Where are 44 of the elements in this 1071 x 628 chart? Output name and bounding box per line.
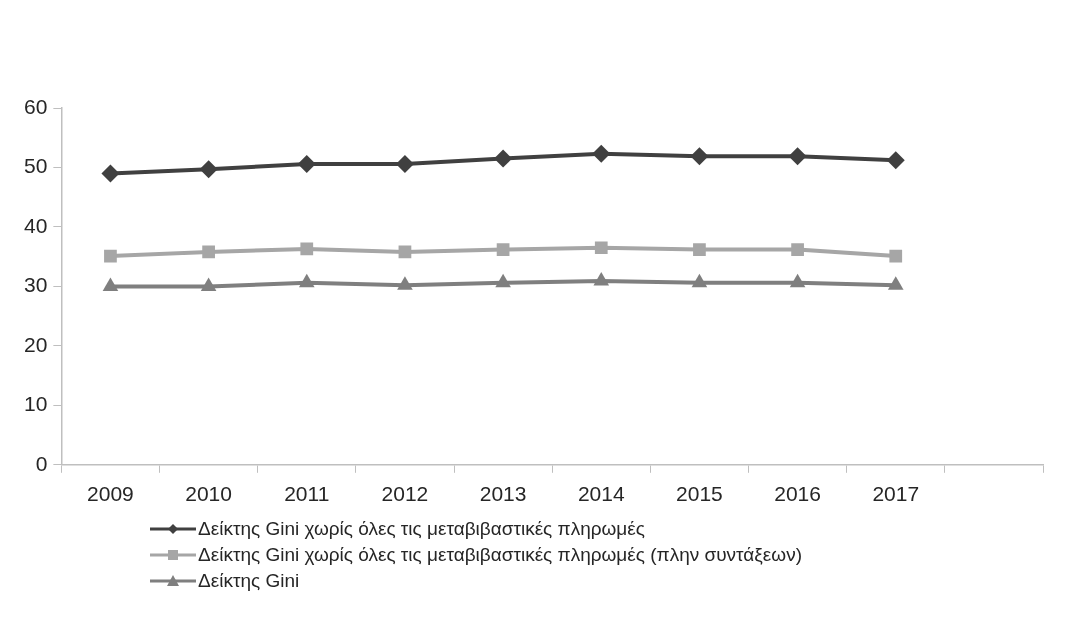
point bbox=[397, 276, 413, 290]
x-tick-label: 2017 bbox=[872, 482, 920, 506]
point bbox=[298, 273, 315, 288]
point bbox=[889, 249, 903, 263]
x-tick-label: 2013 bbox=[479, 482, 527, 506]
point bbox=[593, 272, 610, 286]
point bbox=[788, 147, 807, 166]
legend-label: Δείκτης Gini χωρίς όλες τις μεταβιβαστικές πληρωμές bbox=[198, 518, 645, 540]
y-tick-label: 10 bbox=[24, 392, 48, 416]
point bbox=[102, 277, 119, 291]
point bbox=[886, 151, 905, 170]
point bbox=[789, 273, 806, 288]
y-tick-label: 20 bbox=[24, 332, 48, 356]
point bbox=[690, 147, 709, 166]
x-tick-label: 2014 bbox=[577, 482, 625, 506]
point bbox=[791, 243, 804, 256]
point bbox=[202, 245, 215, 259]
x-tick-label: 2010 bbox=[185, 482, 232, 506]
point bbox=[104, 249, 117, 263]
point bbox=[297, 154, 316, 173]
x-tick-label: 2009 bbox=[87, 482, 134, 506]
y-tick-label: 60 bbox=[24, 94, 48, 118]
point bbox=[592, 144, 611, 163]
point bbox=[494, 149, 513, 168]
point bbox=[594, 241, 608, 255]
x-tick-label: 2012 bbox=[381, 482, 429, 506]
legend-label: Δείκτης Gini bbox=[198, 570, 300, 592]
y-tick-label: 30 bbox=[24, 273, 48, 297]
legend-label: Δείκτης Gini χωρίς όλες τις μεταβιβαστικές πληρωμές (πλην συντάξεων) bbox=[198, 544, 802, 566]
y-tick-label: 40 bbox=[24, 213, 48, 237]
x-tick-label: 2016 bbox=[774, 482, 821, 506]
point bbox=[887, 276, 904, 290]
y-tick-label: 0 bbox=[35, 451, 48, 475]
point bbox=[691, 273, 708, 288]
point bbox=[693, 243, 706, 256]
point bbox=[496, 243, 510, 256]
point bbox=[199, 160, 218, 179]
point bbox=[101, 164, 120, 183]
x-tick-label: 2011 bbox=[284, 482, 330, 506]
point bbox=[200, 277, 217, 291]
x-tick-label: 2015 bbox=[676, 482, 723, 506]
y-tick-label: 50 bbox=[24, 154, 48, 178]
point bbox=[300, 242, 314, 256]
point bbox=[495, 273, 511, 288]
